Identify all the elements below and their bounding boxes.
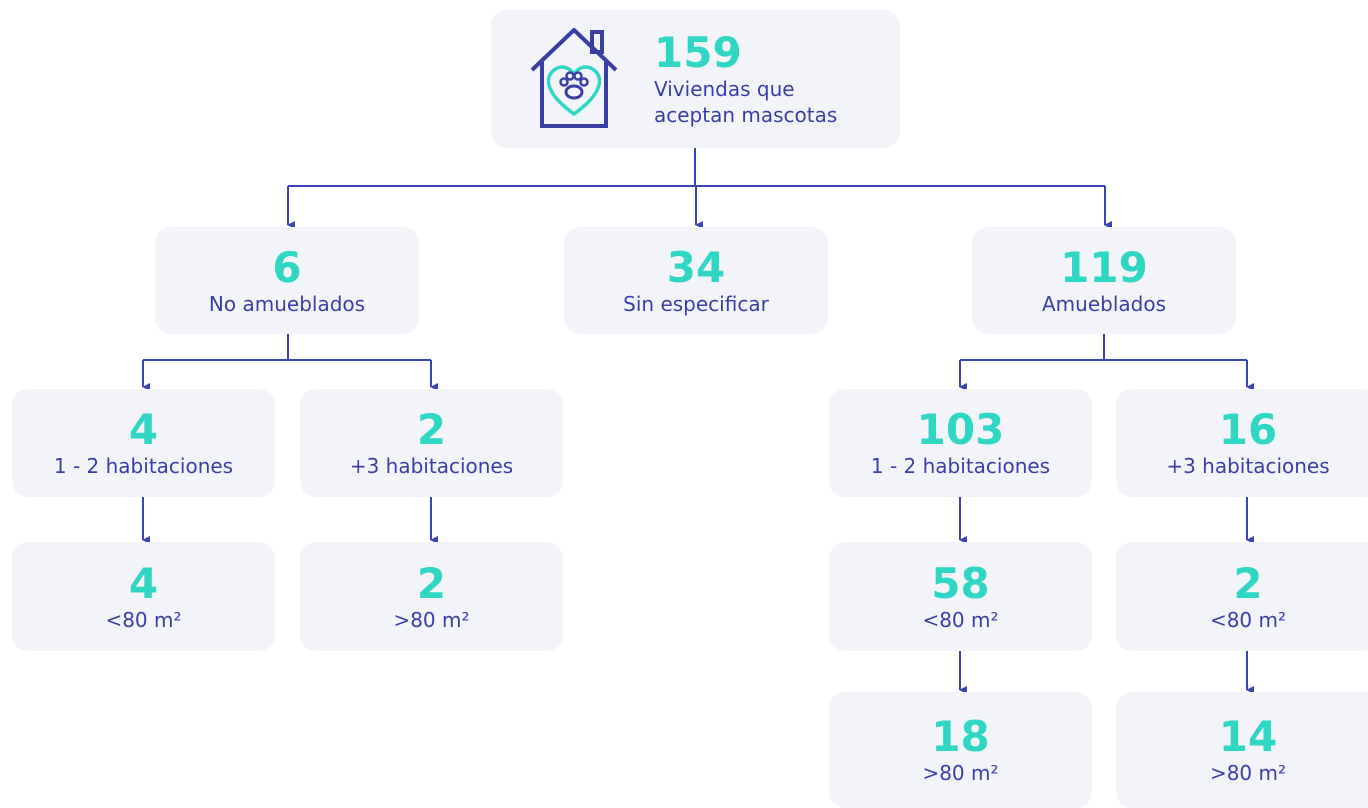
node-value: 18 — [931, 712, 990, 761]
node-label: Amueblados — [1041, 291, 1166, 316]
node-value: 4 — [128, 558, 159, 608]
node-value: 16 — [1218, 405, 1278, 454]
node-box: 119 Amueblados — [972, 227, 1236, 334]
node-value: 2 — [416, 405, 447, 454]
node-box: 2 >80 m² — [300, 542, 563, 651]
node-box: 2 +3 habitaciones — [300, 389, 563, 497]
node-label: <80 m² — [1209, 607, 1287, 632]
node-label: +3 habitaciones — [1166, 454, 1330, 478]
node-value: 34 — [666, 242, 726, 292]
house-pet-icon — [530, 28, 618, 128]
node-label: +3 habitaciones — [349, 454, 514, 478]
node-label: <80 m² — [105, 607, 182, 632]
node-label: >80 m² — [393, 607, 470, 632]
node-box: 159 Viviendas que aceptan mascotas — [491, 10, 900, 148]
node-value: 103 — [916, 405, 1005, 454]
node-value: 2 — [1233, 558, 1263, 608]
node-box: 16 +3 habitaciones — [1116, 389, 1368, 497]
node-label: >80 m² — [922, 761, 999, 785]
node-value: 159 — [654, 28, 742, 77]
node-box: 18 >80 m² — [829, 692, 1092, 808]
node-box: 58 <80 m² — [829, 542, 1092, 651]
node-value: 4 — [128, 405, 159, 454]
node-box: 34 Sin especificar — [564, 227, 828, 334]
node-label: Sin especificar — [623, 291, 769, 316]
node-value: 6 — [272, 242, 302, 292]
node-box: 4 <80 m² — [12, 542, 275, 651]
node-box: 103 1 - 2 habitaciones — [829, 389, 1092, 497]
node-label: >80 m² — [1209, 761, 1287, 785]
node-value: 58 — [931, 558, 990, 608]
node-box: 6 No amueblados — [155, 227, 419, 334]
node-box: 2 <80 m² — [1116, 542, 1368, 651]
node-label: <80 m² — [922, 607, 999, 632]
node-label: Viviendas que aceptan mascotas — [654, 77, 838, 127]
node-value: 14 — [1218, 712, 1278, 761]
node-value: 2 — [416, 558, 447, 608]
node-box: 14 >80 m² — [1116, 692, 1368, 808]
node-label: No amueblados — [208, 291, 366, 316]
node-value: 119 — [1060, 242, 1148, 292]
node-label: 1 - 2 habitaciones — [53, 454, 234, 478]
node-label: 1 - 2 habitaciones — [870, 454, 1051, 478]
